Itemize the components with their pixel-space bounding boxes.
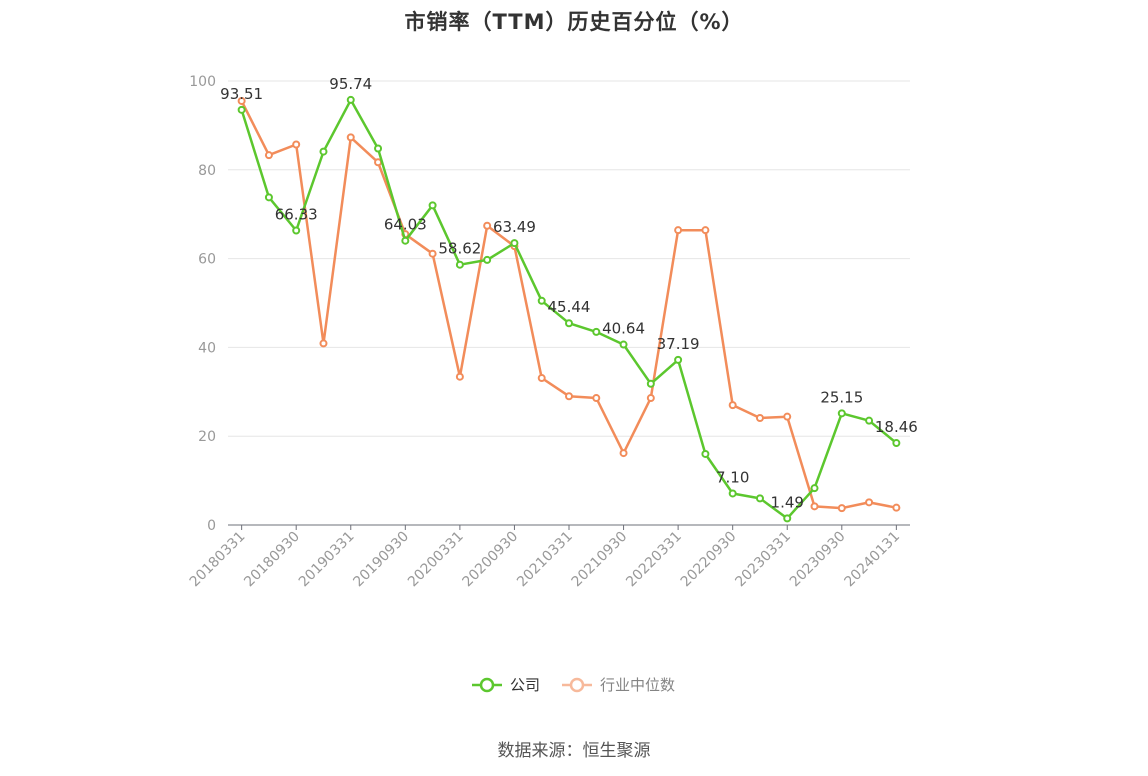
data-point[interactable]: [892, 503, 901, 512]
data-point[interactable]: [346, 95, 355, 104]
data-point[interactable]: [428, 201, 437, 210]
data-point[interactable]: [592, 327, 601, 336]
data-point[interactable]: [537, 296, 546, 305]
data-point[interactable]: [728, 401, 737, 410]
data-point[interactable]: [455, 372, 464, 381]
data-label: 1.49: [771, 493, 804, 511]
data-point[interactable]: [292, 226, 301, 235]
data-label: 45.44: [548, 298, 591, 316]
data-point[interactable]: [483, 255, 492, 264]
data-point[interactable]: [755, 494, 764, 503]
y-tick-label: 100: [189, 74, 216, 90]
data-label: 58.62: [438, 240, 481, 258]
data-point[interactable]: [592, 394, 601, 403]
chart-title: 市销率（TTM）历史百分位（%）: [404, 10, 744, 34]
data-label: 63.49: [493, 218, 536, 236]
data-point[interactable]: [374, 144, 383, 153]
x-tick-label: 20230331: [732, 529, 794, 591]
x-tick-label: 20210930: [569, 529, 631, 591]
axes: 0 20 40 60 80 100 2018033120180930201903312019…: [187, 74, 910, 590]
data-point[interactable]: [292, 140, 301, 149]
x-tick-label: 20180331: [187, 529, 249, 591]
data-point[interactable]: [346, 133, 355, 142]
data-point[interactable]: [374, 158, 383, 167]
data-point[interactable]: [865, 416, 874, 425]
source-note: 数据来源：恒生聚源: [497, 741, 651, 761]
y-tick-label: 40: [198, 340, 216, 356]
data-label: 37.19: [657, 335, 700, 353]
data-point[interactable]: [565, 319, 573, 328]
series-lines: [237, 95, 901, 523]
legend-marker: [479, 677, 495, 693]
y-tick-label: 80: [198, 163, 216, 179]
data-point[interactable]: [810, 502, 819, 511]
data-label: 25.15: [820, 388, 863, 406]
data-label: 64.03: [384, 216, 427, 234]
data-point[interactable]: [237, 96, 246, 105]
legend-label: 行业中位数: [600, 676, 675, 694]
data-point[interactable]: [646, 379, 655, 388]
data-label: 40.64: [602, 320, 645, 338]
data-point[interactable]: [510, 239, 519, 248]
data-point[interactable]: [701, 449, 710, 458]
grid-lines: [228, 80, 910, 437]
data-point[interactable]: [674, 226, 683, 235]
y-tick-label: 0: [207, 518, 216, 534]
legend-label: 公司: [510, 676, 540, 694]
legend[interactable]: 公司 行业中位数: [472, 676, 675, 694]
y-tick-label: 20: [198, 429, 216, 445]
data-point[interactable]: [565, 392, 573, 401]
data-point[interactable]: [401, 236, 410, 245]
legend-marker: [569, 677, 585, 693]
x-tick-label: 20200930: [460, 529, 522, 591]
data-point[interactable]: [483, 221, 492, 230]
data-point[interactable]: [428, 249, 437, 258]
data-labels: 93.51 66.33 95.74 64.03 58.62 63.49 45.44 40.64…: [220, 75, 918, 511]
data-point[interactable]: [674, 355, 683, 364]
data-point[interactable]: [646, 394, 655, 403]
data-point[interactable]: [837, 504, 846, 513]
x-tick-label: 20210331: [514, 529, 576, 591]
data-point[interactable]: [837, 409, 846, 418]
data-point[interactable]: [728, 489, 737, 498]
data-label: 7.10: [716, 468, 749, 486]
x-tick-label: 20230930: [787, 529, 849, 591]
data-point[interactable]: [865, 498, 874, 507]
x-tick-label: 20190930: [350, 529, 412, 591]
data-point[interactable]: [455, 260, 464, 269]
legend-item[interactable]: 行业中位数: [562, 676, 675, 694]
x-tick-label: 20180930: [241, 529, 303, 591]
x-tick-label: 20240131: [841, 529, 903, 591]
legend-item[interactable]: 公司: [472, 676, 540, 694]
data-point[interactable]: [810, 484, 819, 493]
data-label: 95.74: [329, 75, 372, 93]
x-tick-label: 20220331: [623, 529, 685, 591]
data-label: 18.46: [875, 418, 918, 436]
data-point[interactable]: [319, 147, 328, 156]
data-point[interactable]: [619, 449, 628, 458]
data-point[interactable]: [264, 151, 273, 160]
data-point[interactable]: [319, 339, 328, 348]
x-tick-label: 20200331: [405, 529, 467, 591]
x-tick-label: 20220930: [678, 529, 740, 591]
data-point[interactable]: [619, 340, 628, 349]
data-point[interactable]: [701, 226, 710, 235]
data-point[interactable]: [755, 413, 764, 422]
y-tick-label: 60: [198, 252, 216, 268]
data-label: 66.33: [275, 205, 318, 223]
data-point[interactable]: [237, 105, 246, 114]
x-tick-label: 20190331: [296, 529, 358, 591]
data-point[interactable]: [783, 412, 792, 421]
data-label: 93.51: [220, 85, 263, 103]
data-point[interactable]: [537, 374, 546, 383]
data-point[interactable]: [264, 193, 273, 202]
data-point[interactable]: [783, 514, 792, 523]
data-point[interactable]: [892, 439, 901, 448]
